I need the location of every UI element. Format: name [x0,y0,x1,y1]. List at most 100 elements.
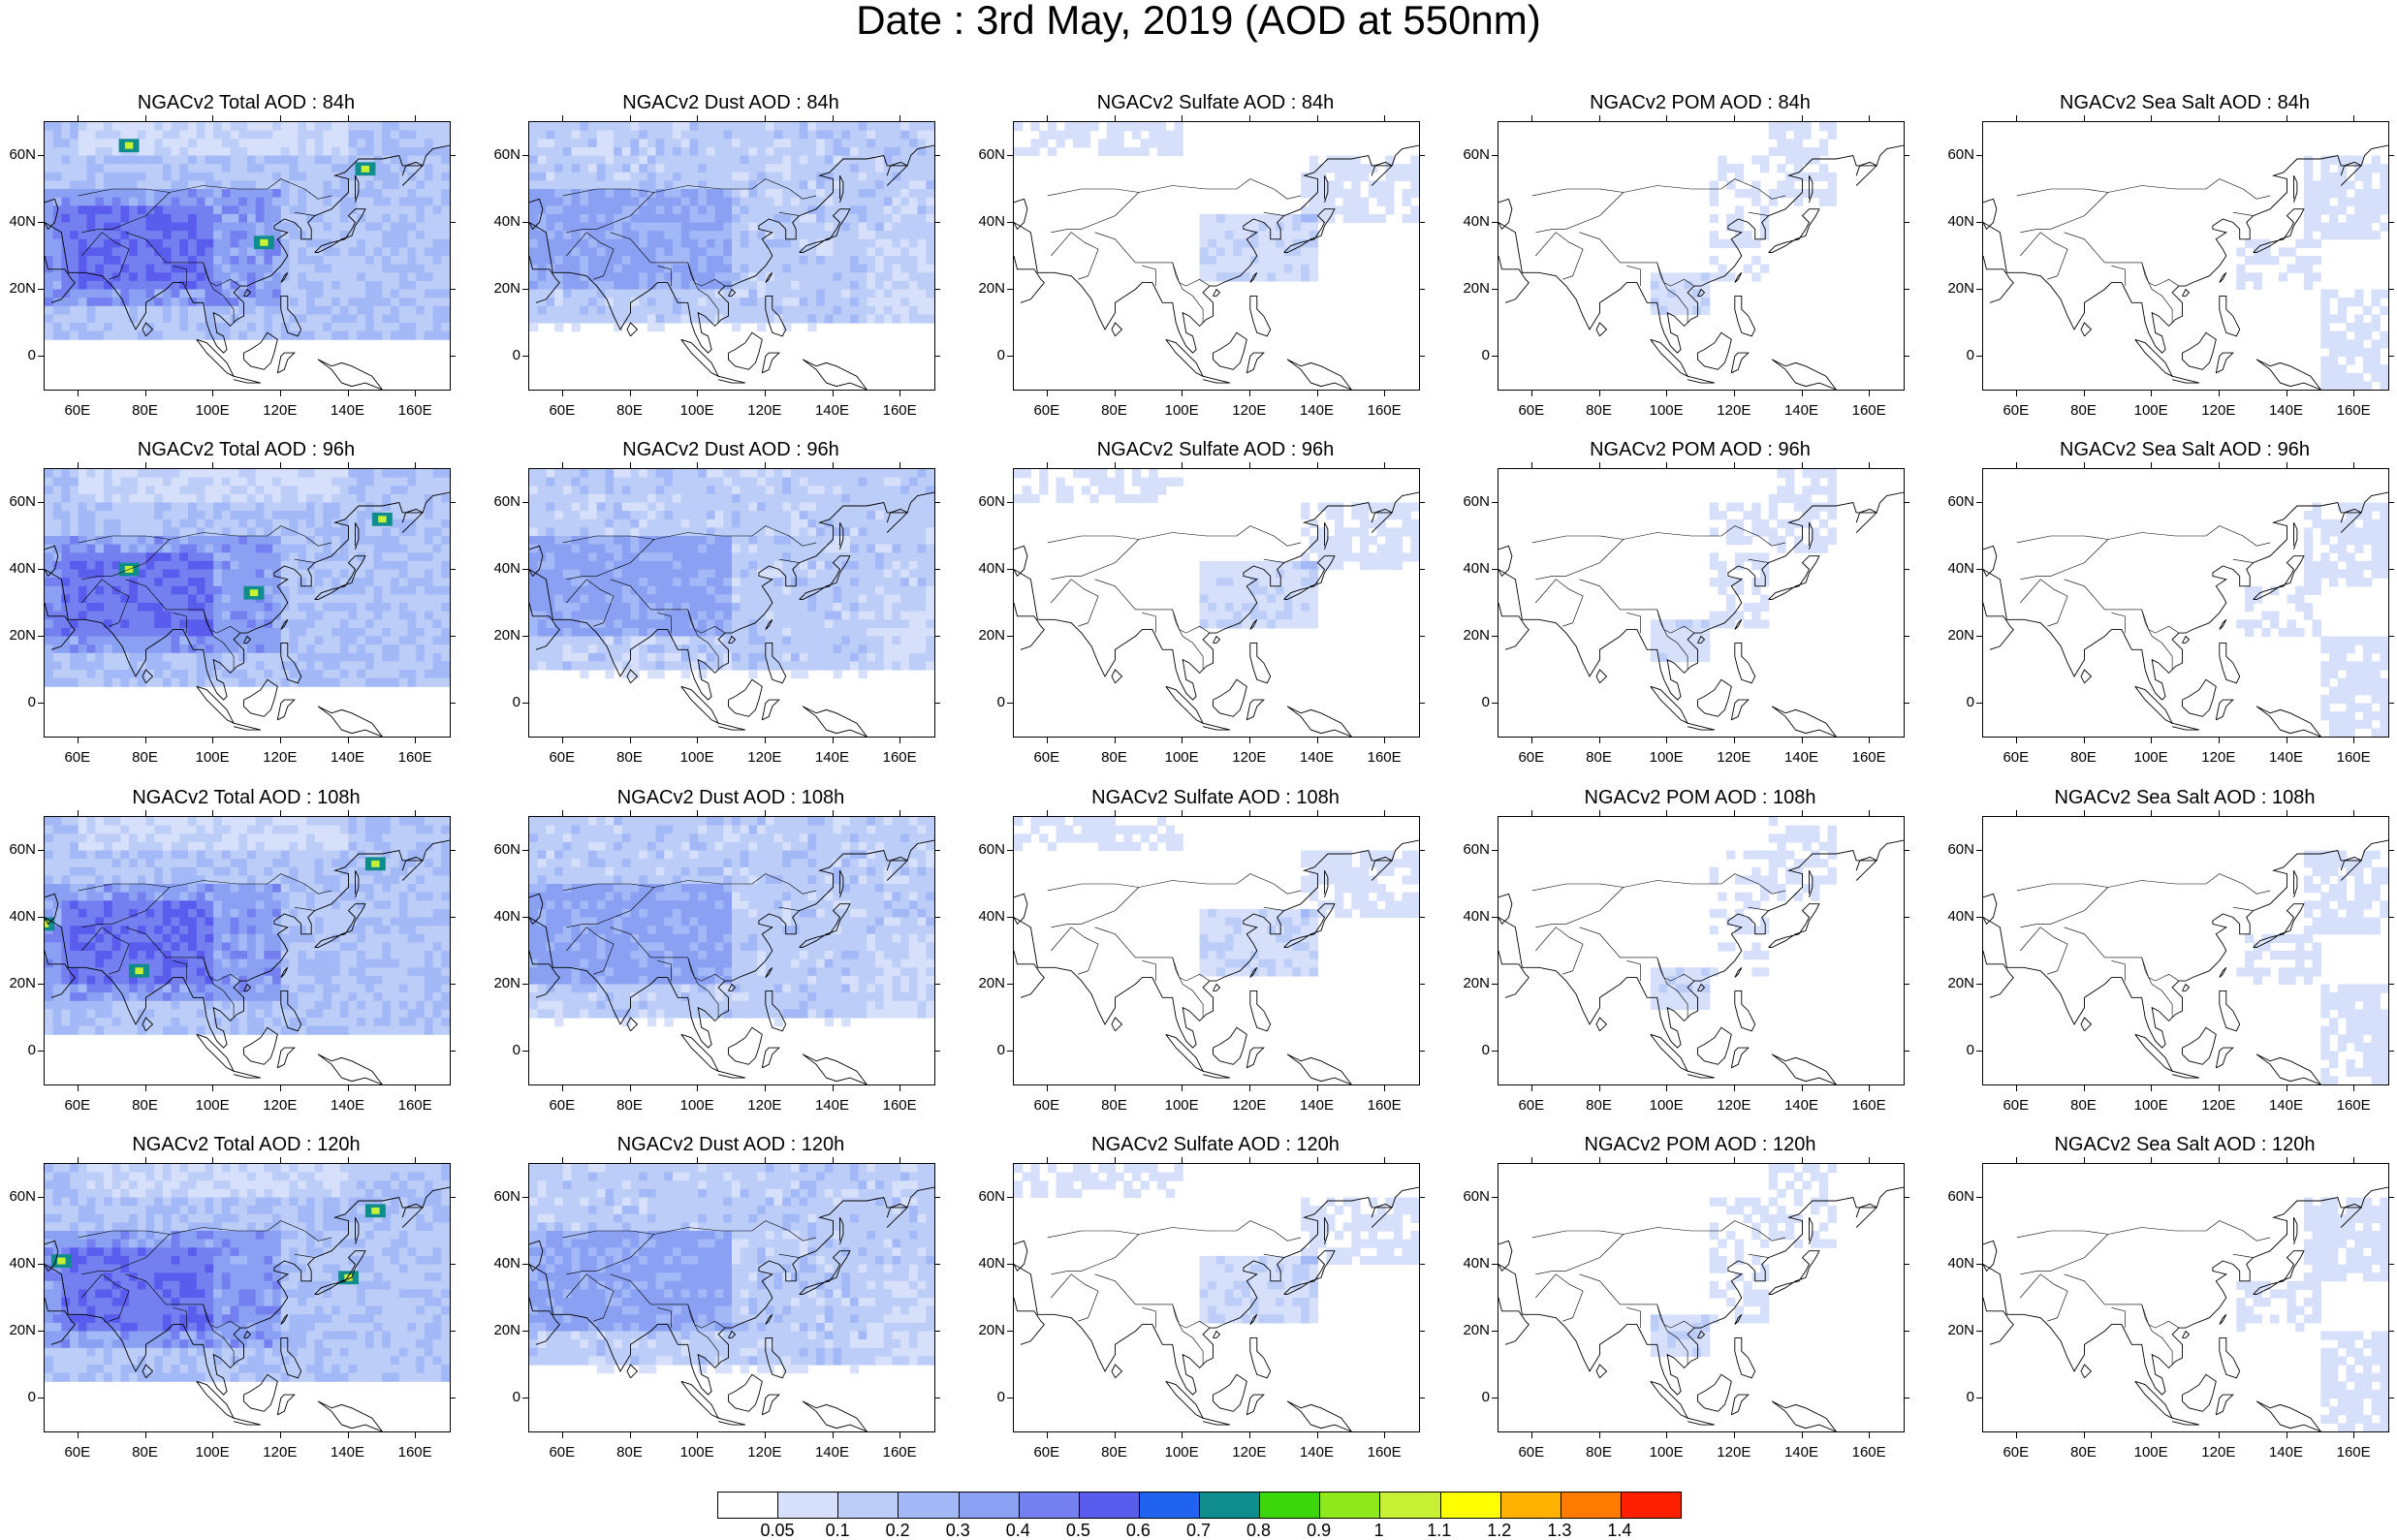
lat-tick-mark [1007,222,1013,223]
lon-tick-label: 160E [2324,1098,2382,1114]
lon-tick-mark [1734,462,1735,468]
lat-tick-mark [1976,850,1982,851]
lon-tick-mark [2219,810,2220,816]
lat-tick-label: 60N [0,1189,36,1205]
lat-tick-label: 0 [482,1043,520,1058]
lon-tick-mark [1317,738,1318,743]
lat-tick-mark [934,917,940,918]
lon-tick-mark [280,115,281,121]
lon-tick-label: 60E [1018,1098,1076,1114]
colorbar-swatch [778,1493,838,1518]
lon-tick-mark [1249,738,1250,743]
lat-tick-label: 60N [482,494,520,510]
lon-tick-mark [2016,810,2017,816]
lon-tick-mark [2151,1085,2152,1091]
lon-tick-mark [697,1432,698,1438]
lat-tick-mark [2388,569,2394,570]
colorbar-tick-label: 0.6 [1109,1522,1167,1539]
lon-tick-mark [145,462,146,468]
lat-tick-mark [1007,850,1013,851]
lon-tick-mark [697,462,698,468]
lon-tick-label: 160E [870,1098,929,1114]
lon-tick-label: 140E [804,1098,862,1114]
lat-tick-label: 60N [1451,494,1490,510]
colorbar-tick-label: 0.05 [748,1522,806,1539]
panel-title: NGACv2 Sea Salt AOD : 96h [1942,439,2397,460]
map-panel-sulfate [1013,121,1420,391]
lat-tick-mark [934,850,940,851]
lat-tick-label: 40N [1936,214,1974,230]
lon-tick-label: 160E [1355,1445,1413,1461]
lat-tick-mark [522,356,528,357]
lat-tick-label: 40N [1451,214,1490,230]
lon-tick-mark [1249,391,1250,396]
lat-tick-mark [2388,1051,2394,1052]
lat-tick-label: 20N [1451,976,1490,991]
lat-tick-mark [1007,356,1013,357]
lon-tick-mark [415,738,416,743]
lon-tick-mark [348,462,349,468]
lon-tick-mark [562,810,563,816]
lon-tick-mark [1249,1085,1250,1091]
lon-tick-mark [2353,391,2354,396]
lat-tick-label: 20N [482,1323,520,1338]
lon-tick-label: 60E [533,403,591,419]
lon-tick-mark [1317,1157,1318,1163]
lon-tick-label: 140E [1288,1098,1346,1114]
lon-tick-mark [2016,1157,2017,1163]
lat-tick-mark [1492,984,1498,985]
lat-tick-mark [522,1051,528,1052]
lon-tick-label: 60E [1018,1445,1076,1461]
lon-tick-mark [348,391,349,396]
lat-tick-mark [522,569,528,570]
lat-tick-mark [450,222,456,223]
lon-tick-label: 120E [1220,1445,1278,1461]
map-canvas [1014,817,1419,1084]
lon-tick-label: 100E [183,1098,241,1114]
colorbar-swatch [960,1493,1020,1518]
lat-tick-label: 20N [482,281,520,297]
lat-tick-label: 60N [0,494,36,510]
lon-tick-mark [899,1432,900,1438]
lat-tick-mark [38,1331,44,1332]
panel-title: NGACv2 POM AOD : 96h [1458,439,1942,460]
lon-tick-mark [697,1157,698,1163]
lon-tick-mark [833,391,834,396]
lon-tick-label: 80E [601,1445,659,1461]
lon-tick-mark [2016,115,2017,121]
map-panel-total [44,468,451,738]
lat-tick-label: 20N [966,281,1005,297]
colorbar-tick-label: 0.2 [868,1522,927,1539]
lon-tick-mark [2151,1432,2152,1438]
lat-tick-label: 20N [1936,976,1974,991]
lat-tick-mark [1492,1197,1498,1198]
panel-title: NGACv2 Sulfate AOD : 120h [973,1134,1458,1155]
lat-tick-mark [2388,1197,2394,1198]
map-panel-pom [1498,121,1905,391]
lat-tick-label: 0 [1936,1390,1974,1405]
lat-tick-mark [450,1264,456,1265]
lon-tick-mark [1115,391,1116,396]
lat-tick-mark [1492,1264,1498,1265]
lat-tick-mark [1904,222,1909,223]
lon-tick-mark [1115,1432,1116,1438]
map-canvas [529,469,934,737]
lat-tick-mark [1904,502,1909,503]
map-canvas [1498,817,1904,1084]
lat-tick-mark [1492,703,1498,704]
colorbar-tick-label: 0.7 [1170,1522,1228,1539]
lon-tick-mark [1384,115,1385,121]
colorbar-tick-label: 0.8 [1230,1522,1288,1539]
lon-tick-mark [1317,115,1318,121]
lon-tick-label: 120E [2190,403,2248,419]
lon-tick-mark [1802,738,1803,743]
lat-tick-mark [1904,155,1909,156]
lat-tick-mark [522,636,528,637]
lat-tick-label: 0 [0,695,36,710]
lon-tick-label: 140E [1773,1445,1831,1461]
lat-tick-mark [1419,1398,1425,1399]
map-canvas [45,817,450,1084]
lat-tick-mark [1904,356,1909,357]
lat-tick-mark [450,1197,456,1198]
map-canvas [1983,1164,2388,1431]
